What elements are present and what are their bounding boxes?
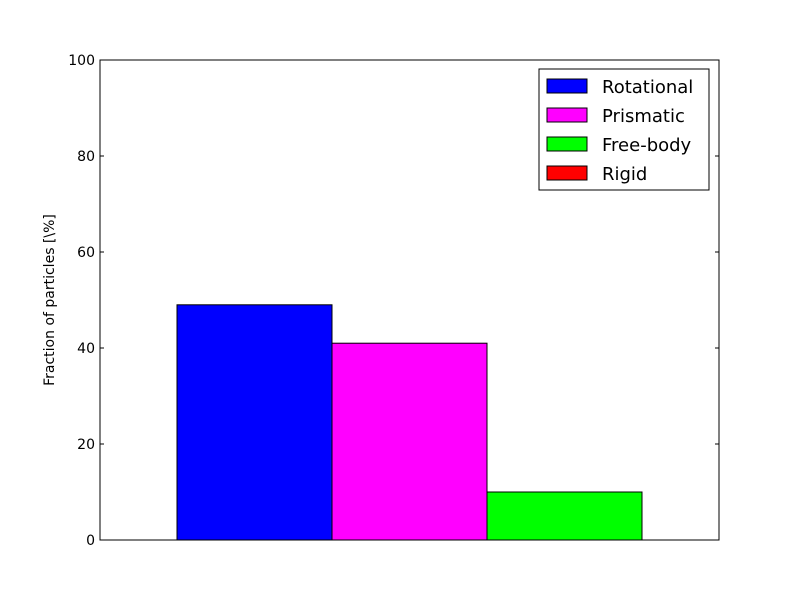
y-tick-label: 20 bbox=[77, 437, 95, 453]
y-axis-ticks: 0 20 40 60 80 100 bbox=[68, 53, 719, 549]
legend-label-rotational: Rotational bbox=[602, 77, 693, 98]
legend-label-free-body: Free-body bbox=[602, 135, 692, 156]
bar-free-body bbox=[486, 491, 643, 541]
y-axis-label: Fraction of particles [\%] bbox=[42, 214, 58, 386]
legend-swatch-prismatic bbox=[546, 107, 588, 123]
legend-label-prismatic: Prismatic bbox=[602, 106, 685, 127]
legend-swatch-free-body bbox=[546, 136, 588, 152]
bars bbox=[176, 304, 643, 541]
bar-rotational bbox=[176, 304, 333, 541]
y-tick-label: 100 bbox=[68, 53, 95, 69]
y-tick-label: 60 bbox=[77, 245, 95, 261]
bar-prismatic bbox=[331, 342, 488, 541]
y-tick-label: 0 bbox=[86, 533, 95, 549]
legend: Rotational Prismatic Free-body Rigid bbox=[538, 68, 710, 191]
y-tick-label: 40 bbox=[77, 341, 95, 357]
legend-label-rigid: Rigid bbox=[602, 164, 647, 185]
plot-frame bbox=[99, 59, 720, 541]
y-tick-label: 80 bbox=[77, 149, 95, 165]
legend-swatch-rigid bbox=[546, 165, 588, 181]
legend-swatch-rotational bbox=[546, 78, 588, 94]
